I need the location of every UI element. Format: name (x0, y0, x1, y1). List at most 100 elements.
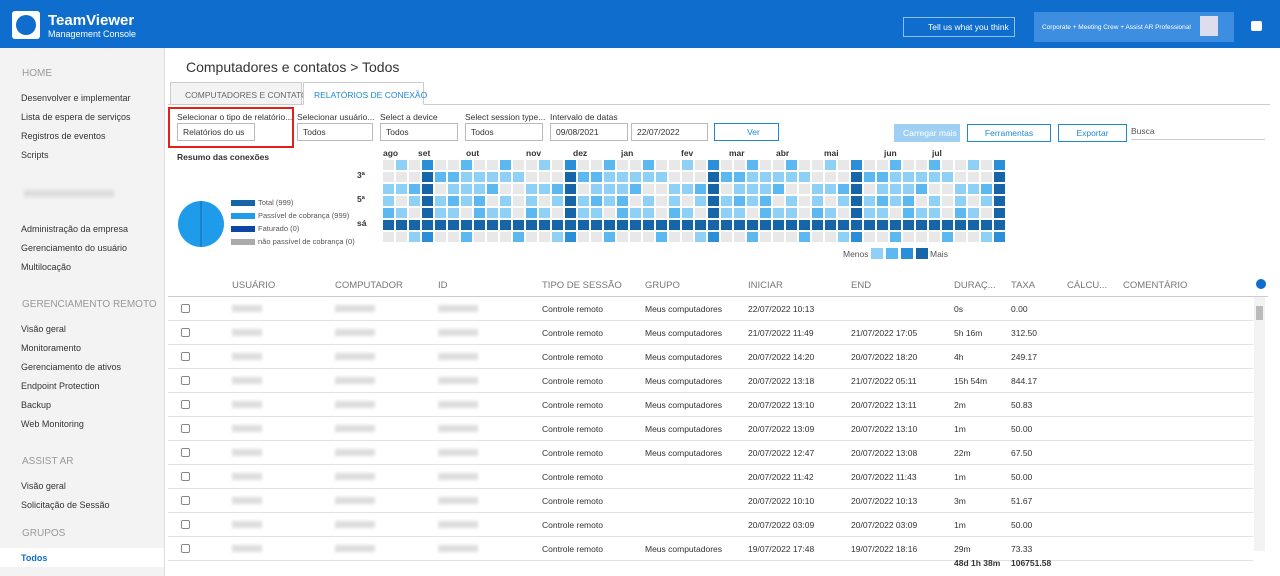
heatmap-cell (968, 232, 979, 242)
tab[interactable]: COMPUTADORES E CONTATOS (170, 82, 313, 105)
summary-title: Resumo das conexões (177, 152, 270, 162)
search-input[interactable]: Busca (1131, 126, 1265, 140)
heatmap-cell (968, 160, 979, 170)
heatmap-cell (955, 184, 966, 194)
heatmap-cell (825, 184, 836, 194)
cell: 20/07/2022 11:43 (851, 472, 917, 482)
checkbox[interactable] (181, 424, 190, 433)
load-more-button[interactable]: Carregar mais (894, 124, 960, 142)
legend-label: Faturado (0) (258, 224, 300, 233)
checkbox[interactable] (181, 496, 190, 505)
checkbox[interactable] (181, 448, 190, 457)
column-header[interactable]: INICIAR (748, 280, 783, 291)
column-header[interactable]: END (851, 280, 872, 291)
avatar[interactable] (1200, 16, 1218, 36)
column-header[interactable]: DURAÇ... (954, 280, 996, 291)
blurred-cell (438, 305, 478, 312)
scrollbar[interactable] (1254, 297, 1265, 551)
heatmap-cell (708, 196, 719, 206)
nav-item[interactable]: Solicitação de Sessão (21, 500, 110, 510)
heatmap-cell (695, 232, 706, 242)
column-header[interactable]: TIPO DE SESSÃO (542, 280, 622, 291)
tools-button[interactable]: Ferramentas (967, 124, 1051, 142)
select[interactable]: Todos (380, 123, 458, 141)
select[interactable]: Todos (297, 123, 373, 141)
checkbox[interactable] (181, 352, 190, 361)
header-line (168, 296, 1268, 297)
heatmap-cell (747, 232, 758, 242)
checkbox[interactable] (181, 400, 190, 409)
heatmap-cell (799, 232, 810, 242)
nav-item[interactable]: Desenvolver e implementar (21, 93, 131, 103)
heatmap-cell (760, 160, 771, 170)
heatmap-cell (890, 208, 901, 218)
column-header[interactable]: GRUPO (645, 280, 680, 291)
heatmap-cell (760, 208, 771, 218)
heatmap-cell (708, 172, 719, 182)
date-to[interactable]: 22/07/2022 (631, 123, 708, 141)
column-header[interactable]: COMENTÁRIO (1123, 280, 1188, 291)
heatmap-cell (942, 220, 953, 230)
column-header[interactable]: TAXA (1011, 280, 1036, 291)
select[interactable]: Todos (465, 123, 543, 141)
nav-item[interactable]: Todos (0, 548, 164, 567)
nav-item[interactable]: Monitoramento (21, 343, 82, 353)
heatmap-cell (604, 208, 615, 218)
select[interactable]: Relatórios do us (177, 123, 255, 141)
heatmap-cell (812, 160, 823, 170)
heatmap-cell (838, 196, 849, 206)
heatmap-cell (513, 172, 524, 182)
nav-item[interactable]: Gerenciamento do usuário (21, 243, 128, 253)
nav-item[interactable]: Scripts (21, 150, 49, 160)
heatmap-cell (604, 196, 615, 206)
view-button[interactable]: Ver (714, 123, 779, 141)
heatmap-cell (565, 172, 576, 182)
checkbox[interactable] (181, 520, 190, 529)
nav-item[interactable]: Administração da empresa (21, 224, 129, 234)
nav-item[interactable]: Multilocação (21, 262, 72, 272)
heatmap-cell (981, 232, 992, 242)
heatmap-cell (539, 220, 550, 230)
heatmap-cell (643, 208, 654, 218)
tab-active[interactable]: RELATÓRIOS DE CONEXÃO (303, 82, 427, 105)
heatmap-cell (500, 172, 511, 182)
nav-item[interactable]: Gerenciamento de ativos (21, 362, 122, 372)
nav-item[interactable]: Endpoint Protection (21, 381, 100, 391)
heatmap-cell (929, 172, 940, 182)
nav-item[interactable]: Visão geral (21, 481, 66, 491)
heatmap-cell (682, 184, 693, 194)
cell: Controle remoto (542, 328, 603, 338)
heatmap-cell (695, 196, 706, 206)
checkbox[interactable] (181, 328, 190, 337)
heatmap-cell (760, 196, 771, 206)
cell: 844.17 (1011, 376, 1037, 386)
column-header[interactable]: USUÁRIO (232, 280, 276, 291)
column-header[interactable]: COMPUTADOR (335, 280, 403, 291)
checkbox[interactable] (181, 304, 190, 313)
feedback-button[interactable]: Tell us what you think (903, 17, 1015, 37)
month-label: jan (621, 148, 634, 158)
heatmap-cell (825, 208, 836, 218)
checkbox[interactable] (181, 472, 190, 481)
column-header[interactable]: CÁLCU... (1067, 280, 1108, 291)
heatmap-cell (500, 184, 511, 194)
column-header[interactable]: ID (438, 280, 448, 291)
nav-item[interactable]: Visão geral (21, 324, 66, 334)
chat-icon[interactable] (1251, 21, 1262, 31)
heatmap-cell (565, 220, 576, 230)
nav-item[interactable]: Lista de espera de serviços (21, 112, 131, 122)
scroll-thumb[interactable] (1256, 306, 1263, 320)
checkbox[interactable] (181, 544, 190, 553)
checkbox[interactable] (181, 376, 190, 385)
heatmap-cell (838, 232, 849, 242)
heatmap-cell (669, 208, 680, 218)
nav-item[interactable]: Web Monitoring (21, 419, 84, 429)
nav-item[interactable]: Backup (21, 400, 52, 410)
date-from[interactable]: 09/08/2021 (550, 123, 628, 141)
heatmap-cell (656, 172, 667, 182)
heatmap-cell (513, 208, 524, 218)
export-button[interactable]: Exportar (1058, 124, 1127, 142)
heatmap-cell (695, 160, 706, 170)
nav-item[interactable]: Registros de eventos (21, 131, 106, 141)
heatmap-cell (812, 208, 823, 218)
